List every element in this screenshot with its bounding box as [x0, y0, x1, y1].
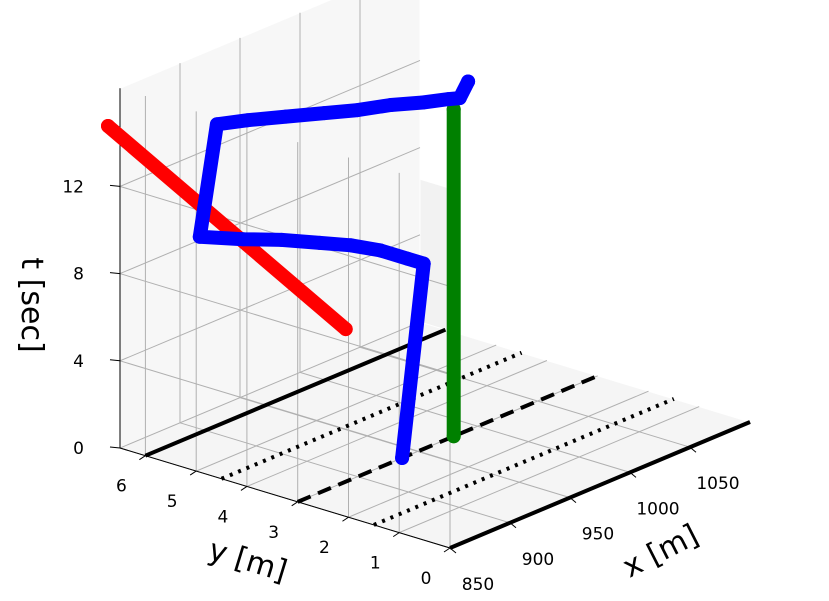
lane-dotted [220, 350, 523, 481]
lane-group [144, 327, 751, 550]
z-tick-label: 8 [73, 265, 84, 285]
x-tick-label: 900 [522, 550, 554, 570]
y-tick-label: 3 [268, 523, 279, 543]
y-tick [240, 486, 248, 491]
series-group [101, 74, 476, 465]
y-tick [189, 470, 197, 476]
series-blue-point [373, 243, 388, 258]
y-tick-label: 4 [218, 507, 229, 527]
y-tick-label: 1 [370, 554, 381, 574]
z-tick-label: 4 [73, 352, 84, 372]
series-blue-point [312, 235, 327, 250]
z-tick-label: 12 [62, 177, 84, 197]
z-tick [109, 272, 121, 275]
z-tick [109, 446, 121, 449]
lane-dotted [373, 397, 675, 527]
lane-solid [449, 420, 751, 550]
series-red-point [101, 119, 115, 133]
series-blue-point [317, 106, 332, 121]
z-axis-label: t [sec] [14, 257, 49, 352]
series-red-point [338, 322, 353, 337]
y-tick [139, 455, 146, 461]
series-red-line [101, 119, 353, 337]
series-blue-point [279, 109, 294, 124]
x-axis-label: x [m] [617, 518, 704, 585]
y-tick [291, 501, 298, 507]
series-blue-point [240, 113, 255, 128]
series-blue-point [452, 91, 467, 106]
series-green-point [446, 429, 461, 444]
series-blue-point [400, 251, 415, 266]
series-blue-point [274, 232, 289, 247]
series-blue-point [416, 256, 431, 271]
x-tick-label: 950 [582, 525, 614, 545]
y-tick-label: 6 [116, 477, 127, 497]
z-tick [109, 184, 121, 187]
y-tick-label: 0 [421, 569, 432, 589]
pane-group [118, 0, 752, 549]
z-tick-label: 0 [73, 439, 84, 459]
series-blue-point [350, 103, 365, 118]
lane-solid [144, 327, 447, 458]
y-tick-label: 2 [319, 538, 330, 558]
y-tick [342, 516, 349, 522]
series-blue-point [343, 238, 358, 253]
series-blue-point [209, 117, 224, 132]
x-tick-label: 850 [462, 575, 494, 595]
z-tick [109, 359, 121, 362]
series-blue-point [461, 74, 476, 89]
series-blue-point [383, 98, 398, 112]
series-blue-point [395, 451, 410, 465]
y-axis-line [119, 447, 451, 549]
series-blue-point [441, 92, 456, 107]
y-tick [443, 547, 451, 553]
y-tick [392, 532, 400, 538]
x-tick-label: 1050 [696, 474, 739, 494]
series-blue-point [192, 229, 207, 244]
x-tick-label: 1000 [636, 499, 679, 519]
y-tick-label: 5 [167, 492, 178, 512]
series-blue-point [415, 95, 430, 110]
series-blue-point [236, 232, 251, 247]
